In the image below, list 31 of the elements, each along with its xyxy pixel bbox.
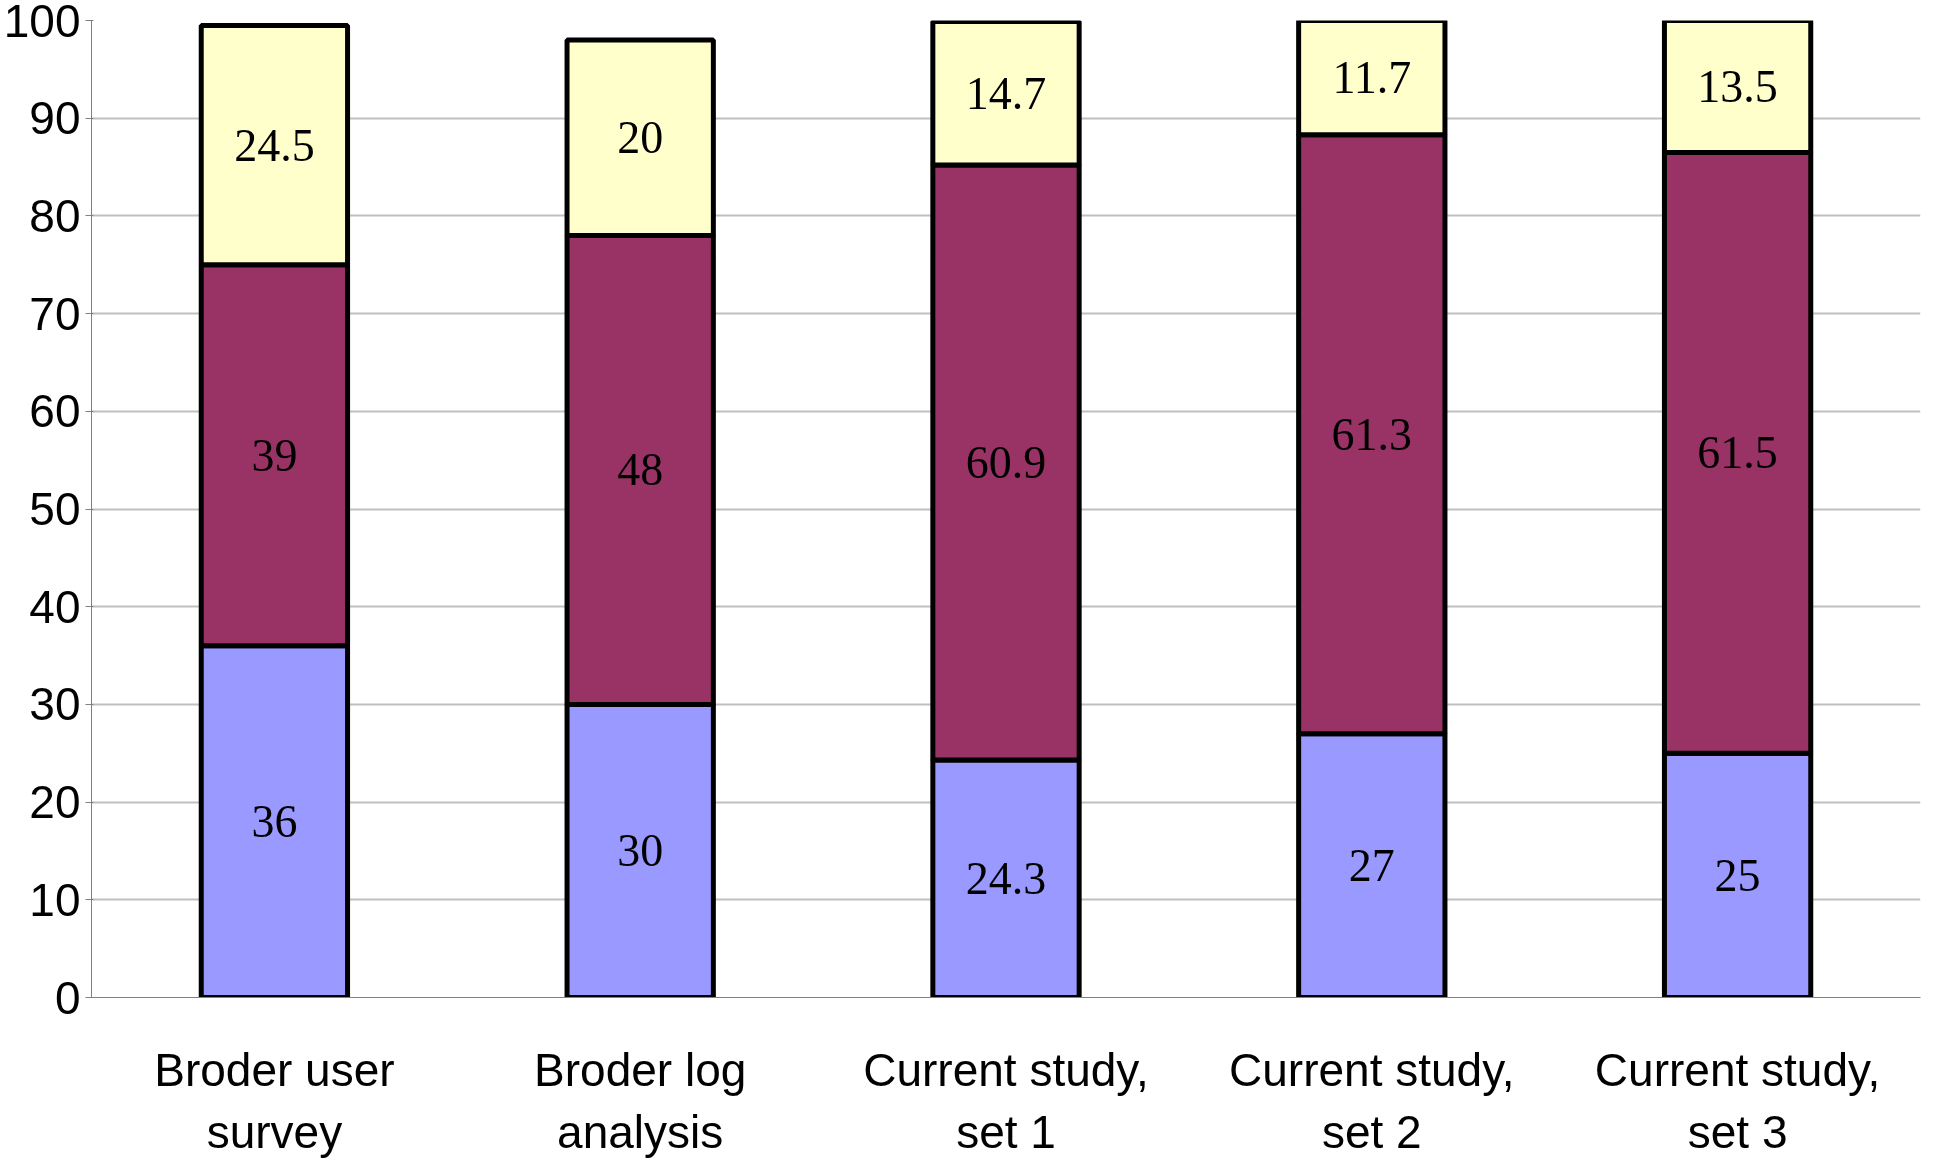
data-label: 20 — [617, 112, 664, 164]
data-label: 11.7 — [1332, 52, 1412, 104]
y-tick-label: 20 — [29, 776, 81, 829]
y-tick-label: 90 — [29, 92, 81, 145]
data-label: 27 — [1348, 840, 1395, 892]
data-label: 14.7 — [965, 67, 1047, 119]
data-label: 61.3 — [1331, 408, 1413, 460]
x-tick-label: Broder user survey — [154, 1043, 395, 1158]
data-label: 39 — [251, 429, 298, 481]
y-tick-label: 80 — [29, 189, 81, 242]
y-tick-label: 100 — [3, 0, 81, 47]
data-label: 13.5 — [1697, 60, 1778, 112]
data-label: 24.3 — [965, 853, 1047, 905]
x-tick-label: Current study, set 3 — [1594, 1043, 1881, 1158]
y-tick-label: 0 — [54, 971, 81, 1024]
x-tick-label: Current study, set 2 — [1229, 1043, 1515, 1158]
data-label: 48 — [617, 444, 664, 496]
y-tick-label: 40 — [29, 580, 81, 633]
y-tick-label: 30 — [29, 678, 81, 731]
x-tick-label: Broder log analysis — [534, 1043, 747, 1158]
y-tick-label: 60 — [29, 385, 81, 438]
data-label: 30 — [617, 825, 664, 877]
y-tick-label: 10 — [29, 873, 81, 926]
data-label: 36 — [251, 796, 298, 848]
data-label: 61.5 — [1697, 427, 1778, 479]
data-label: 60.9 — [965, 437, 1047, 489]
y-tick-label: 70 — [29, 287, 81, 340]
data-label: 24.5 — [234, 119, 315, 171]
x-tick-label: Current study, set 1 — [863, 1043, 1149, 1158]
data-label: 25 — [1714, 849, 1761, 901]
y-tick-label: 50 — [29, 483, 81, 535]
